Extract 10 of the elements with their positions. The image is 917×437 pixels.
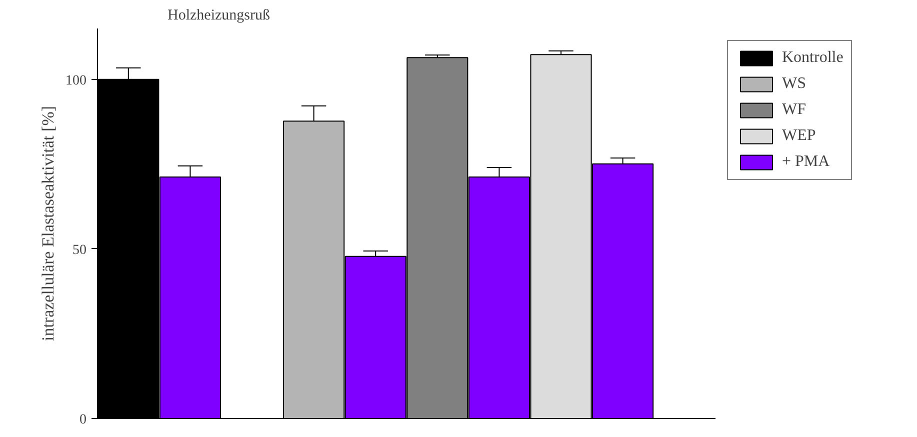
legend-label: WEP bbox=[782, 127, 816, 145]
y-tick-label: 100 bbox=[66, 73, 86, 88]
y-tick-label: 0 bbox=[80, 412, 86, 428]
y-tick-label: 50 bbox=[72, 242, 86, 258]
legend-label: WS bbox=[782, 75, 806, 93]
chart-title: Holzheizungsruß bbox=[168, 8, 270, 24]
legend-label: + PMA bbox=[782, 153, 830, 171]
legend-label: WF bbox=[782, 101, 806, 119]
y-axis-title: intrazelluläre Elastaseaktivität [%] bbox=[38, 106, 58, 342]
legend-label: Kontrolle bbox=[782, 49, 844, 67]
